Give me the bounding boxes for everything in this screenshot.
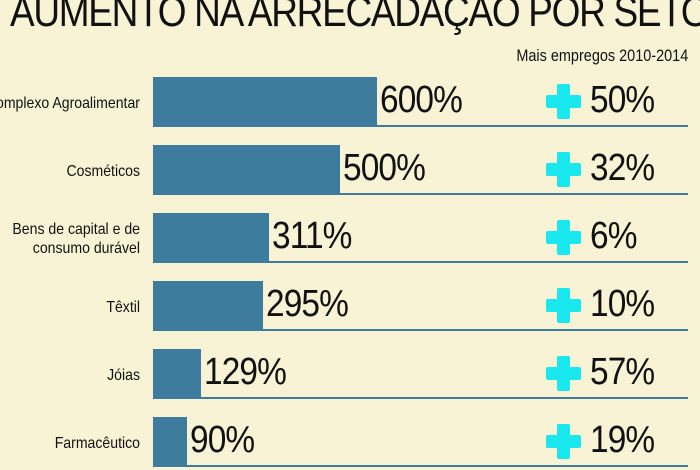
jobs-label: 10% [590, 283, 655, 325]
jobs-label: 50% [590, 79, 655, 121]
jobs-label: 19% [590, 419, 655, 461]
baseline [153, 261, 688, 263]
value-label: 311% [272, 215, 352, 257]
category-label: Jóias [107, 366, 140, 384]
jobs-label: 6% [590, 215, 637, 257]
plus-icon [546, 84, 581, 119]
category-label: Cosméticos [66, 162, 140, 180]
table-row: Têxtil 295% 10% [0, 281, 700, 333]
plus-icon [546, 356, 581, 391]
bar [153, 281, 264, 331]
baseline [153, 193, 688, 195]
category-label: Farmacêutico [54, 434, 140, 452]
baseline [153, 125, 688, 127]
chart-title: AUMENTO NA ARRECADAÇAO POR SETOR [10, 0, 700, 36]
category-label: Complexo Agroalimentar [0, 94, 140, 112]
bar [153, 349, 202, 399]
baseline [153, 329, 688, 331]
category-label: Bens de capital e de consumo durável [12, 221, 140, 257]
jobs-label: 32% [590, 147, 655, 189]
plus-icon [546, 152, 581, 187]
chart-subtitle: Mais empregos 2010-2014 [516, 46, 688, 65]
baseline [153, 397, 688, 399]
table-row: Bens de capital e de consumo durável 311%… [0, 213, 700, 265]
category-label: Têxtil [106, 298, 140, 316]
plus-icon [546, 288, 581, 323]
jobs-label: 57% [590, 351, 655, 393]
value-label: 295% [266, 283, 349, 325]
table-row: Cosméticos 500% 32% [0, 145, 700, 197]
value-label: 600% [380, 79, 463, 121]
plus-icon [546, 424, 581, 459]
bar [153, 417, 187, 467]
value-label: 129% [204, 351, 287, 393]
bar [153, 213, 270, 263]
bar [153, 77, 377, 127]
value-label: 500% [342, 147, 426, 189]
table-row: Jóias 129% 57% [0, 349, 700, 401]
table-row: Farmacêutico 90% 19% [0, 417, 700, 469]
plus-icon [546, 220, 581, 255]
table-row: Complexo Agroalimentar 600% 50% [0, 77, 700, 129]
baseline [153, 465, 688, 467]
bar [153, 145, 340, 195]
value-label: 90% [189, 419, 255, 461]
